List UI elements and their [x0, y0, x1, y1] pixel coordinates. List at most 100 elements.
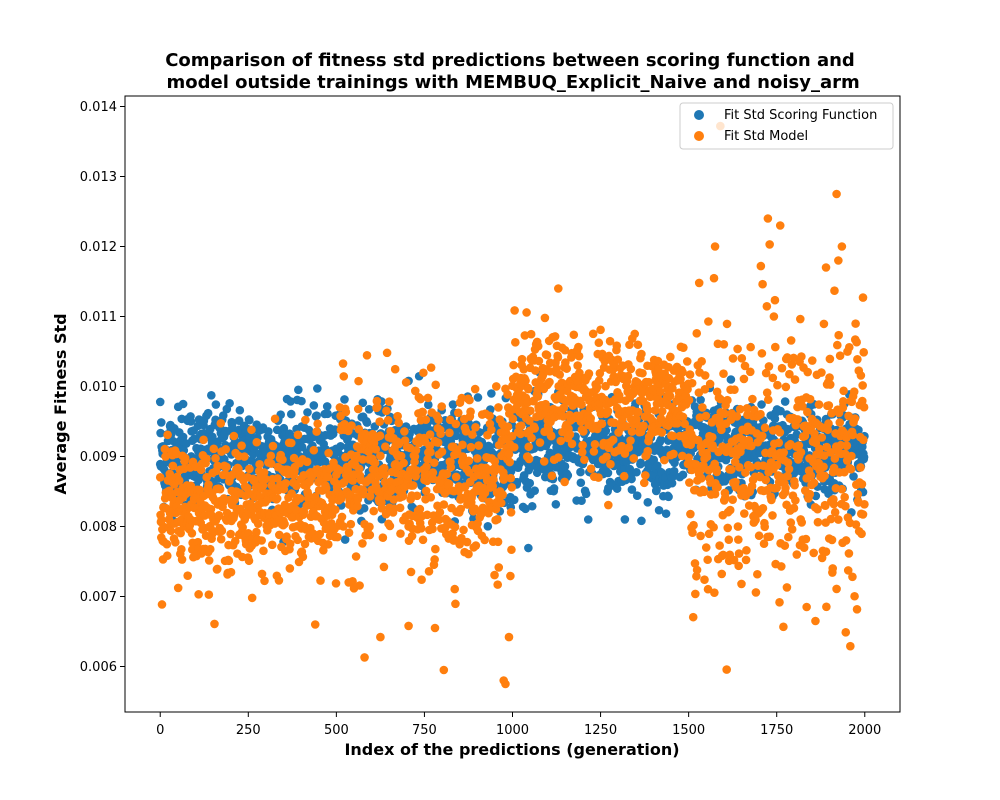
data-point-model — [676, 374, 685, 384]
data-point-model — [222, 462, 231, 472]
data-point-model — [723, 395, 732, 405]
data-point-model — [396, 529, 405, 538]
data-point-model — [302, 457, 312, 467]
data-point-model — [589, 447, 599, 456]
data-point-model — [684, 395, 694, 405]
data-point-model — [370, 458, 380, 468]
data-point-model — [637, 349, 646, 359]
data-point-model — [605, 336, 615, 346]
data-point-model — [692, 571, 701, 581]
data-point-scoring-function — [303, 408, 312, 417]
data-point-model — [415, 504, 425, 514]
data-point-model — [847, 451, 856, 461]
data-point-model — [811, 616, 820, 626]
data-point-model — [724, 535, 734, 545]
data-point-model — [466, 407, 475, 417]
data-point-model — [857, 479, 867, 489]
data-point-model — [761, 475, 771, 485]
x-tick-label: 250 — [236, 723, 261, 738]
data-point-model — [209, 444, 219, 454]
data-point-scoring-function — [272, 425, 282, 435]
data-point-model — [498, 490, 507, 500]
data-point-model — [354, 425, 364, 434]
data-point-model — [503, 390, 512, 399]
data-point-model — [710, 588, 719, 597]
data-point-model — [728, 354, 738, 363]
data-point-model — [747, 441, 756, 451]
data-point-model — [270, 414, 280, 424]
data-point-model — [726, 465, 736, 474]
data-point-model — [419, 368, 428, 378]
data-point-model — [641, 471, 650, 480]
data-point-model — [506, 508, 516, 517]
data-point-model — [781, 483, 790, 493]
data-point-model — [505, 457, 514, 467]
data-point-model — [843, 566, 853, 575]
data-point-model — [359, 489, 368, 499]
data-point-model — [401, 378, 411, 387]
data-point-model — [155, 473, 165, 482]
data-point-model — [293, 430, 303, 440]
data-point-model — [416, 394, 425, 404]
data-point-model — [301, 415, 310, 425]
data-point-model — [638, 368, 647, 378]
data-point-model — [375, 417, 384, 426]
data-point-model — [533, 392, 543, 401]
data-point-model — [542, 350, 552, 360]
data-point-model — [439, 500, 449, 509]
data-point-scoring-function — [656, 435, 666, 445]
data-point-model — [333, 532, 342, 542]
x-axis: 0 250 500 750 1000 1250 1500 1750 2000 — [156, 712, 881, 738]
data-point-model — [286, 438, 296, 448]
data-point-model — [784, 532, 793, 542]
data-point-model — [703, 584, 713, 594]
data-point-model — [639, 421, 648, 430]
data-point-model — [355, 581, 364, 590]
data-point-model — [187, 528, 197, 538]
data-point-model — [856, 463, 865, 472]
data-point-model — [312, 427, 321, 436]
data-point-model — [343, 465, 352, 475]
data-point-model — [353, 404, 363, 414]
data-point-model — [393, 411, 402, 421]
data-point-model — [379, 463, 389, 473]
data-point-model — [282, 532, 291, 541]
data-point-scoring-function — [156, 428, 165, 438]
data-point-model — [802, 602, 811, 612]
data-point-model — [226, 529, 235, 539]
data-point-scoring-function — [203, 408, 213, 418]
data-point-scoring-function — [643, 498, 653, 507]
data-point-model — [487, 425, 496, 435]
data-point-model — [451, 419, 461, 429]
data-point-model — [691, 589, 700, 599]
data-point-model — [826, 514, 836, 524]
data-point-model — [285, 564, 295, 573]
data-point-model — [846, 641, 855, 651]
data-point-model — [316, 576, 325, 585]
data-point-model — [656, 387, 665, 397]
data-point-model — [643, 446, 653, 456]
data-point-model — [594, 376, 604, 385]
data-point-model — [772, 460, 782, 470]
data-point-model — [817, 433, 827, 442]
data-point-model — [428, 468, 438, 477]
data-point-model — [807, 356, 817, 365]
y-tick-label: 0.013 — [80, 170, 117, 185]
data-point-model — [643, 406, 653, 415]
data-point-model — [490, 570, 499, 580]
data-point-model — [710, 242, 720, 251]
data-point-model — [703, 555, 712, 565]
data-point-model — [690, 559, 700, 568]
data-point-model — [398, 491, 408, 501]
data-point-model — [797, 352, 806, 361]
data-point-model — [257, 569, 267, 579]
data-point-model — [309, 445, 319, 455]
data-point-scoring-function — [696, 395, 705, 405]
data-point-model — [751, 515, 760, 525]
data-point-model — [540, 313, 550, 323]
data-point-model — [555, 370, 564, 379]
data-point-model — [348, 576, 357, 586]
data-point-model — [465, 395, 474, 405]
data-point-model — [323, 540, 333, 549]
